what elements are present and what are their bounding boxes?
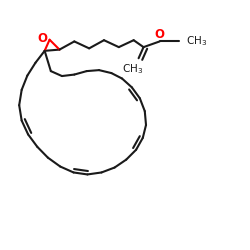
Text: CH$_3$: CH$_3$ — [186, 34, 207, 48]
Text: O: O — [154, 28, 164, 41]
Text: CH$_3$: CH$_3$ — [122, 63, 143, 76]
Text: O: O — [38, 32, 48, 46]
